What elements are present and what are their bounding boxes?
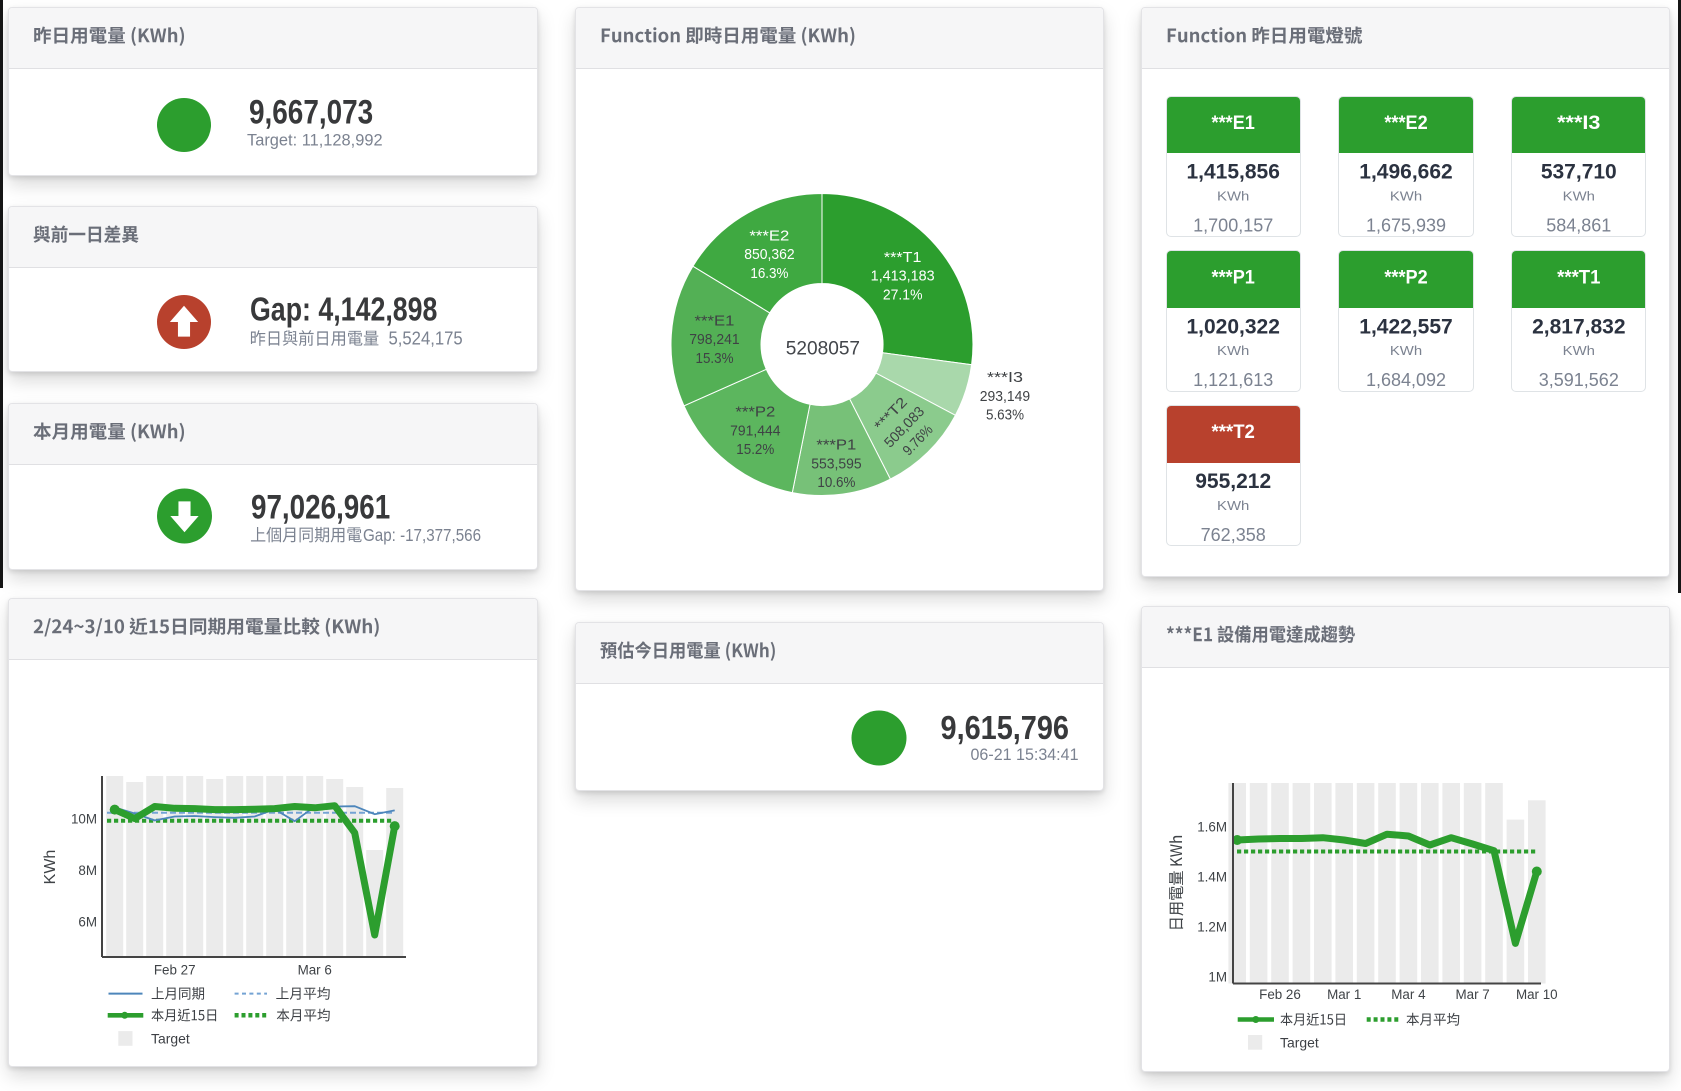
svg-text:KWh: KWh: [1217, 498, 1249, 513]
svg-text:***E1: ***E1: [695, 313, 735, 329]
svg-text:Gap: -17,377,566: Gap: -17,377,566: [363, 525, 481, 545]
svg-text:293,149: 293,149: [980, 389, 1030, 405]
svg-text:KWh: KWh: [1217, 343, 1249, 358]
svg-text:5208057: 5208057: [786, 338, 860, 360]
svg-text:1,675,939: 1,675,939: [1366, 216, 1446, 236]
svg-text:15.2%: 15.2%: [736, 442, 774, 458]
svg-text:6M: 6M: [78, 914, 97, 929]
svg-text:***P2: ***P2: [735, 405, 775, 421]
svg-text:06-21 15:34:41: 06-21 15:34:41: [971, 746, 1079, 764]
svg-text:537,710: 537,710: [1541, 161, 1617, 184]
svg-text:27.1%: 27.1%: [883, 287, 923, 303]
svg-text:Feb 26: Feb 26: [1259, 987, 1301, 1002]
svg-text:791,444: 791,444: [730, 423, 780, 439]
svg-text:1,121,613: 1,121,613: [1193, 370, 1273, 390]
svg-text:***T1: ***T1: [1557, 266, 1600, 288]
svg-text:***I3: ***I3: [987, 370, 1023, 386]
svg-text:KWh: KWh: [1563, 189, 1595, 204]
svg-text:584,861: 584,861: [1546, 216, 1611, 236]
svg-text:15.3%: 15.3%: [696, 351, 734, 367]
svg-text:1.2M: 1.2M: [1197, 919, 1227, 934]
svg-text:553,595: 553,595: [811, 456, 861, 472]
svg-text:9,667,073: 9,667,073: [249, 94, 373, 132]
svg-text:Target: Target: [151, 1030, 190, 1046]
svg-text:Mar 4: Mar 4: [1391, 987, 1426, 1002]
svg-text:KWh: KWh: [1390, 189, 1422, 204]
svg-text:Target: 11,128,992: Target: 11,128,992: [247, 131, 383, 150]
svg-text:798,241: 798,241: [689, 332, 739, 348]
svg-text:Mar 1: Mar 1: [1327, 987, 1361, 1002]
svg-text:1,700,157: 1,700,157: [1193, 216, 1273, 236]
svg-text:KWh: KWh: [42, 850, 59, 885]
svg-text:10M: 10M: [71, 811, 97, 826]
svg-text:1M: 1M: [1208, 970, 1227, 985]
svg-text:8M: 8M: [78, 863, 97, 878]
svg-text:***P1: ***P1: [1212, 266, 1255, 288]
svg-text:***E1: ***E1: [1212, 112, 1255, 134]
svg-text:Gap: 4,142,898: Gap: 4,142,898: [250, 291, 437, 328]
svg-text:***T2: ***T2: [1212, 421, 1255, 443]
svg-text:97,026,961: 97,026,961: [251, 489, 390, 527]
svg-text:1,422,557: 1,422,557: [1359, 315, 1452, 338]
svg-text:***E2: ***E2: [749, 228, 789, 244]
svg-text:762,358: 762,358: [1201, 525, 1266, 545]
svg-text:955,212: 955,212: [1195, 470, 1271, 493]
svg-text:***T1: ***T1: [884, 250, 922, 266]
svg-text:1,020,322: 1,020,322: [1186, 315, 1279, 338]
svg-text:2,817,832: 2,817,832: [1532, 315, 1625, 338]
svg-text:KWh: KWh: [1217, 189, 1249, 204]
svg-text:1,413,183: 1,413,183: [871, 269, 935, 285]
svg-text:Target: Target: [1280, 1034, 1319, 1050]
svg-text:***E2: ***E2: [1384, 112, 1427, 134]
svg-text:5.63%: 5.63%: [986, 408, 1024, 424]
svg-text:1,496,662: 1,496,662: [1359, 161, 1452, 184]
svg-text:9,615,796: 9,615,796: [941, 709, 1070, 746]
svg-text:KWh: KWh: [1563, 343, 1595, 358]
svg-text:***I3: ***I3: [1557, 112, 1600, 134]
svg-text:***P1: ***P1: [816, 438, 856, 454]
svg-text:3,591,562: 3,591,562: [1539, 370, 1619, 390]
svg-text:***P2: ***P2: [1384, 266, 1427, 288]
svg-text:Feb 27: Feb 27: [154, 963, 196, 978]
svg-text:1,415,856: 1,415,856: [1186, 161, 1279, 184]
svg-text:1,684,092: 1,684,092: [1366, 370, 1446, 390]
svg-text:Mar 10: Mar 10: [1516, 987, 1558, 1002]
svg-text:Mar 7: Mar 7: [1455, 987, 1489, 1002]
svg-text:Mar 6: Mar 6: [298, 963, 332, 978]
svg-text:16.3%: 16.3%: [750, 266, 788, 282]
svg-text:1.6M: 1.6M: [1197, 819, 1227, 834]
svg-text:850,362: 850,362: [744, 247, 794, 263]
svg-text:1.4M: 1.4M: [1197, 869, 1227, 884]
svg-text:KWh: KWh: [1390, 343, 1422, 358]
svg-text:10.6%: 10.6%: [817, 475, 855, 491]
svg-text:5,524,175: 5,524,175: [389, 327, 463, 348]
